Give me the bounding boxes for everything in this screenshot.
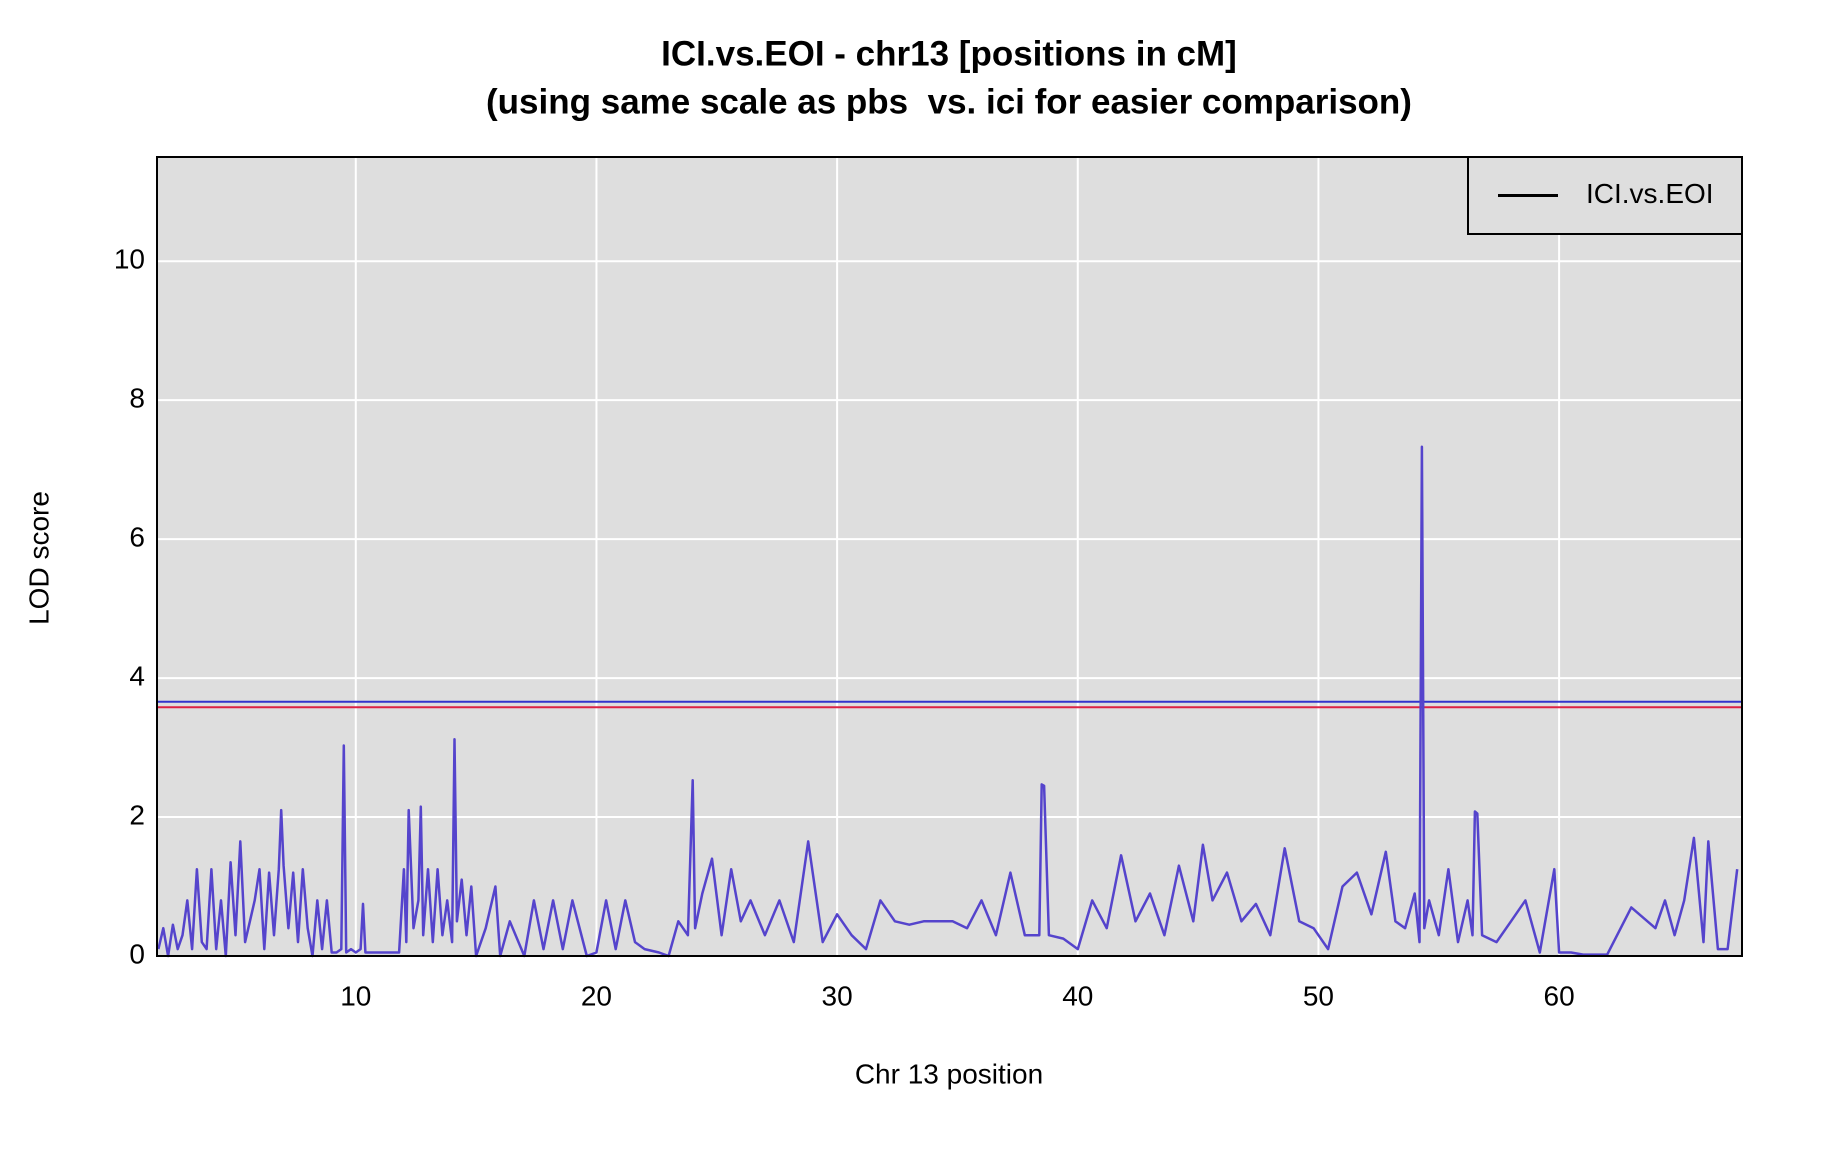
- x-tick-label: 50: [1303, 980, 1334, 1011]
- data-line: [157, 445, 1739, 958]
- chart-title: ICI.vs.EOI - chr13 [positions in cM]: [661, 34, 1237, 73]
- x-tick-label: 60: [1544, 980, 1575, 1011]
- y-tick-label: 8: [129, 383, 145, 414]
- y-tick-label: 10: [114, 244, 145, 275]
- x-axis-label: Chr 13 position: [855, 1058, 1043, 1089]
- x-tick-label: 30: [822, 980, 853, 1011]
- y-tick-label: 6: [129, 522, 145, 553]
- plot-border: [156, 156, 1743, 957]
- y-axis-label: LOD score: [23, 491, 54, 625]
- chart-subtitle: (using same scale as pbs vs. ici for eas…: [486, 82, 1412, 121]
- y-tick-label: 0: [129, 938, 145, 969]
- y-tick-label: 4: [129, 660, 145, 691]
- x-tick-label: 40: [1062, 980, 1093, 1011]
- y-tick-label: 2: [129, 799, 145, 830]
- x-tick-label: 20: [581, 980, 612, 1011]
- legend-label: ICI.vs.EOI: [1586, 178, 1714, 209]
- plot-panel: [157, 157, 1742, 956]
- x-tick-label: 10: [340, 980, 371, 1011]
